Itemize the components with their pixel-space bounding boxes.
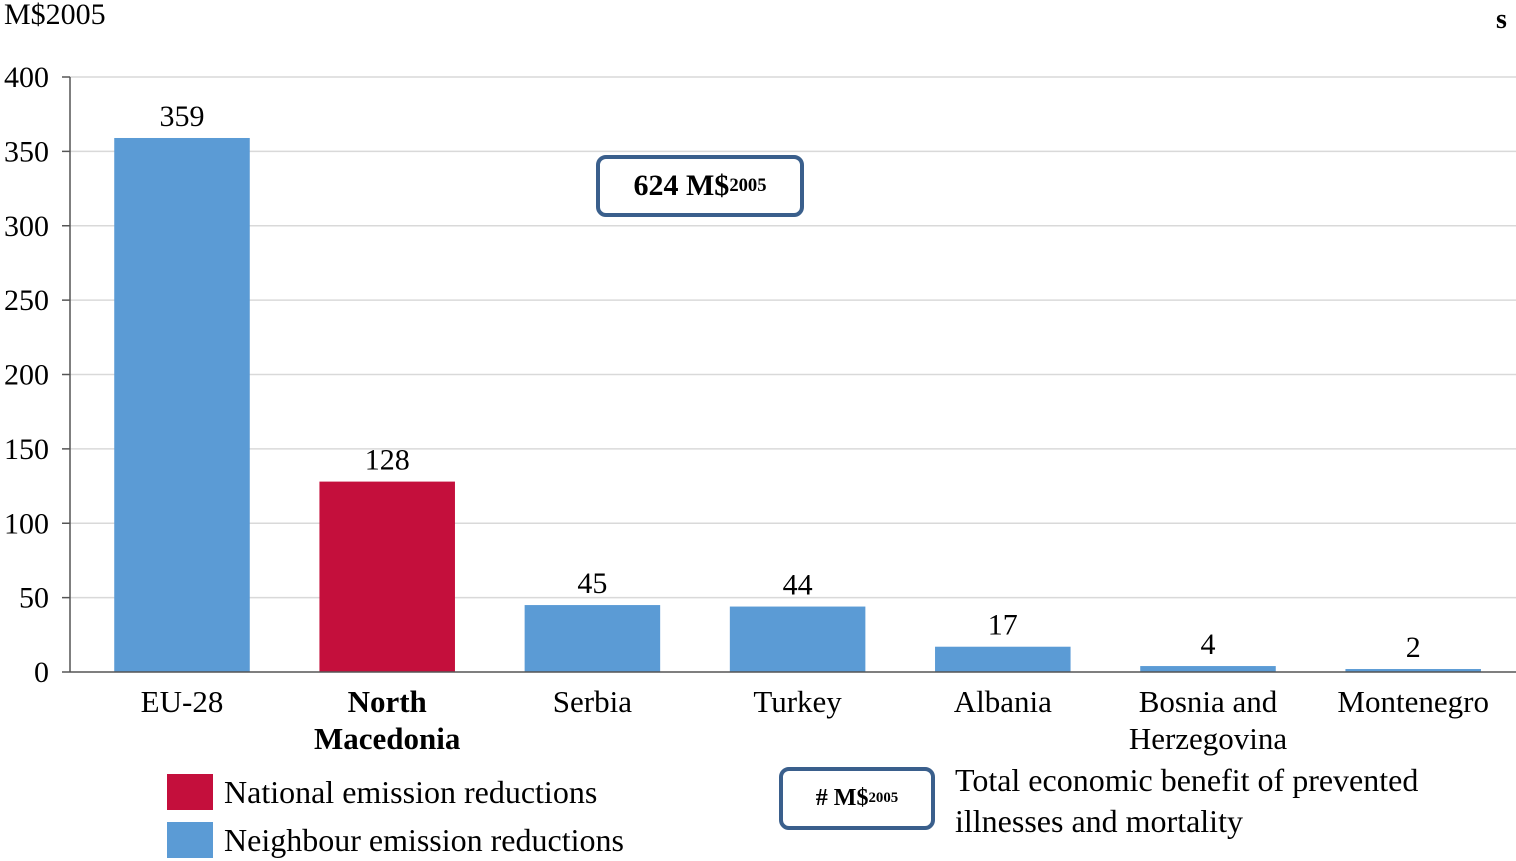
x-tick-label: North	[348, 684, 427, 719]
x-tick-label: Serbia	[553, 684, 632, 719]
y-tick-label: 350	[4, 135, 49, 168]
legend-box-label: # M$	[815, 785, 869, 811]
corner-mark: s	[1496, 4, 1507, 35]
x-tick-label: Turkey	[753, 684, 842, 719]
x-tick-label: Bosnia and	[1139, 684, 1278, 719]
y-tick-label: 400	[4, 61, 49, 94]
bar	[1345, 669, 1481, 672]
bar	[729, 606, 866, 672]
x-tick-label: Macedonia	[314, 721, 461, 756]
total-benefit-value: 624 M$	[633, 169, 730, 202]
total-benefit-box: 624 M$ 2005	[596, 155, 804, 217]
legend-swatch-neighbour	[167, 822, 213, 858]
y-tick-label: 250	[4, 284, 49, 317]
y-tick-label: 100	[4, 507, 49, 540]
legend-label-national: National emission reductions	[224, 774, 598, 810]
data-label: 45	[577, 567, 607, 600]
legend-box-subscript: 2005	[868, 790, 899, 806]
y-tick-label: 150	[4, 433, 49, 466]
bar	[1140, 666, 1276, 672]
legend-desc-line1: Total economic benefit of prevented	[955, 762, 1419, 798]
x-tick-label: Albania	[954, 684, 1052, 719]
bar	[114, 137, 250, 673]
y-tick-label: 300	[4, 210, 49, 243]
y-tick-label: 200	[4, 359, 49, 392]
total-benefit-subscript: 2005	[729, 175, 767, 196]
legend-label-neighbour: Neighbour emission reductions	[224, 822, 624, 858]
data-label: 17	[988, 609, 1018, 642]
data-label: 44	[783, 569, 813, 602]
bar	[319, 481, 455, 672]
legend-total-box: # M$ 2005	[779, 767, 935, 830]
data-label: 4	[1201, 628, 1216, 661]
y-axis-ticks: 0 50 100 150 200 250 300 350 400	[4, 61, 70, 689]
bar	[524, 605, 661, 672]
x-tick-label: Montenegro	[1337, 684, 1489, 719]
legend-swatch-national	[167, 774, 213, 810]
legend-box-description: Total economic benefit of prevented illn…	[955, 760, 1418, 842]
bar	[935, 646, 1071, 672]
y-tick-label: 50	[19, 582, 49, 615]
x-tick-label: Herzegovina	[1129, 721, 1288, 756]
y-tick-label: 0	[34, 656, 49, 689]
data-labels: 359 128 45 44 17 4 2	[160, 100, 1421, 664]
y-axis-title: M$2005	[4, 0, 106, 31]
data-label: 128	[365, 444, 410, 477]
data-label: 2	[1406, 631, 1421, 664]
gridlines	[70, 76, 1516, 599]
bars	[114, 137, 1481, 673]
data-label: 359	[160, 100, 205, 133]
x-tick-label: EU-28	[141, 684, 224, 719]
legend-desc-line2: illnesses and mortality	[955, 803, 1243, 839]
